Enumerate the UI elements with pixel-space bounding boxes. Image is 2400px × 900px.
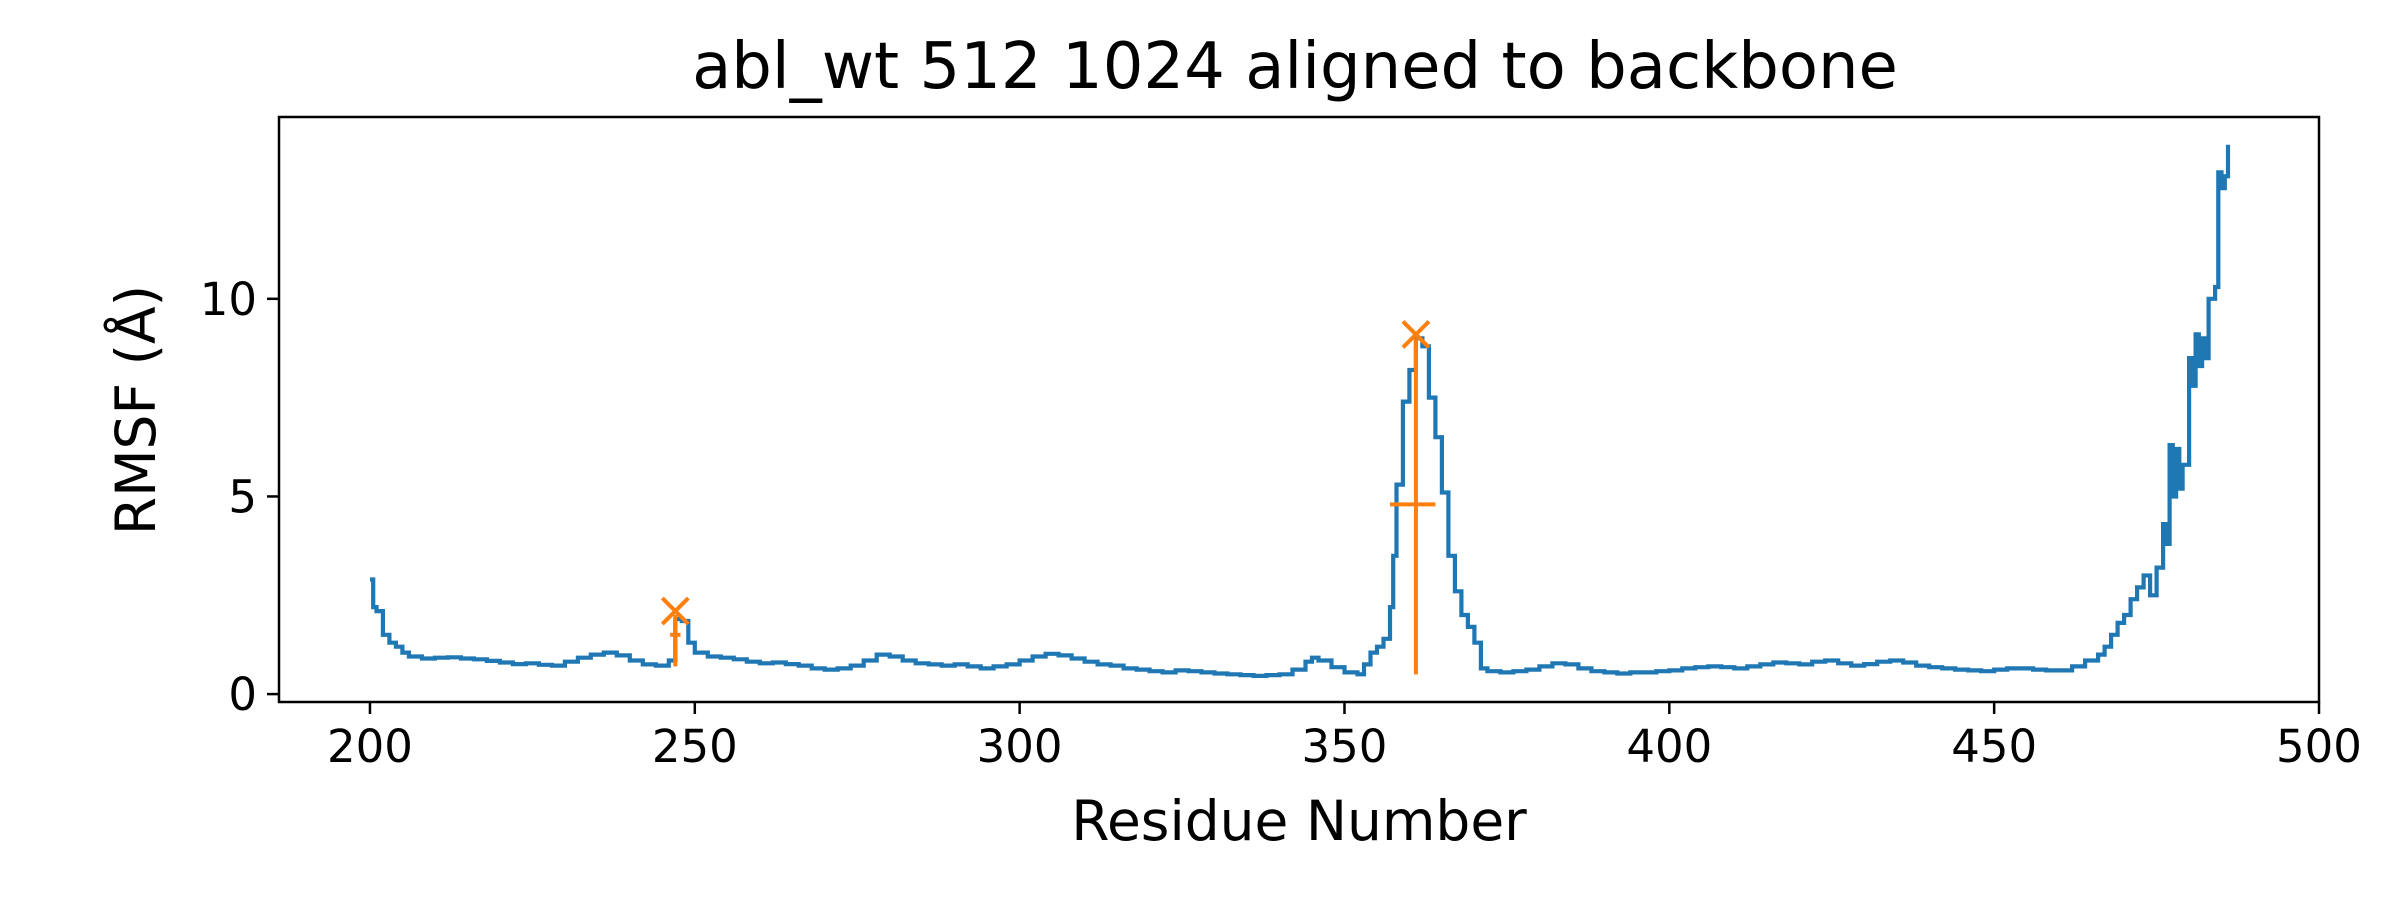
y-axis: 0 5 10 [200,273,279,721]
x-tick-label: 200 [327,720,413,773]
x-tick-label: 350 [1302,720,1388,773]
peak-marker-stroke [1401,319,1431,349]
rmsf-series-line [370,144,2231,678]
x-axis-label: Residue Number [1071,789,1527,853]
plot-frame [277,115,2321,704]
chart-title: abl_wt 512 1024 aligned to backbone [692,30,1898,104]
y-tick-label: 10 [200,273,257,326]
x-tick-label: 500 [2276,720,2362,773]
peak-marker-x [1401,319,1431,349]
peak-marker-x [660,596,690,626]
x-tick-label: 400 [1626,720,1712,773]
x-tick-label: 300 [977,720,1063,773]
x-tick-label: 450 [1951,720,2037,773]
x-axis: 200 250 300 350 400 450 500 [327,702,2362,773]
peak-marker-stroke [660,596,690,626]
plot-area [370,144,2231,678]
y-tick-label: 0 [228,668,257,721]
x-tick-label: 250 [652,720,738,773]
y-axis-label: RMSF (Å) [103,285,168,535]
y-tick-label: 5 [228,470,257,523]
